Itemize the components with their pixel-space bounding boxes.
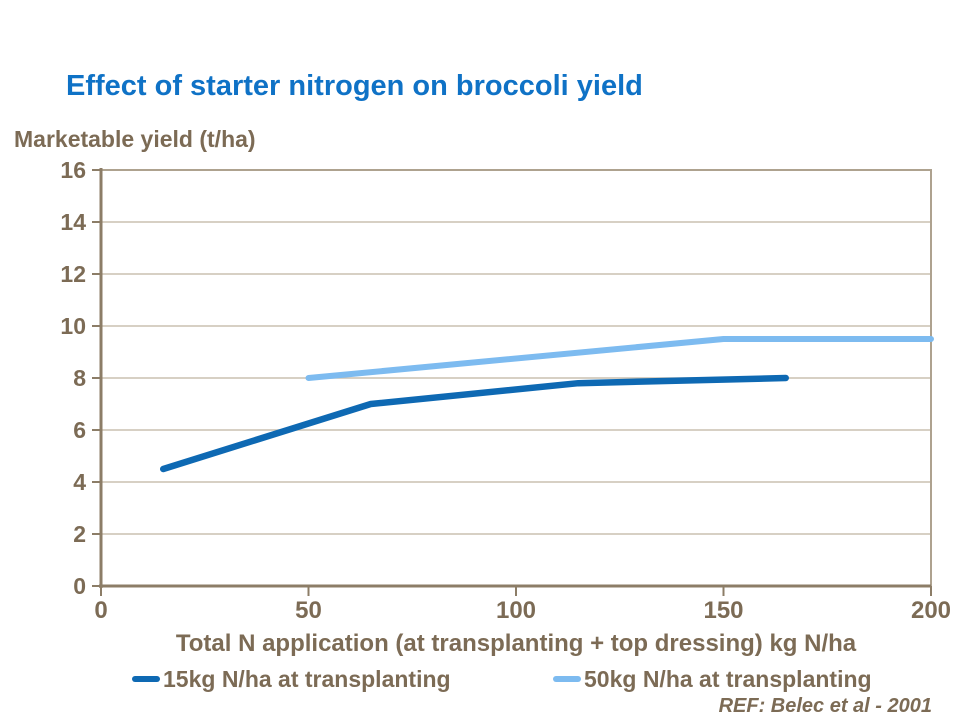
y-tick-label: 0 [73, 573, 86, 599]
chart-title: Effect of starter nitrogen on broccoli y… [66, 70, 643, 102]
y-tick-label: 6 [73, 417, 86, 443]
legend-swatch-icon [132, 675, 160, 682]
legend-swatch-icon [553, 675, 581, 682]
series-line-1 [160, 374, 789, 473]
y-axis-label: Marketable yield (t/ha) [14, 126, 256, 152]
x-tick-label: 200 [910, 597, 952, 624]
x-axis-title: Total N application (at transplanting + … [175, 630, 857, 657]
x-tick-label: 150 [703, 597, 744, 624]
legend-label: 50kg N/ha at transplanting [584, 666, 872, 692]
legend-item-1: 15kg N/ha at transplanting [132, 666, 451, 692]
legend-item-2: 50kg N/ha at transplanting [553, 666, 872, 692]
x-tick-label: 0 [94, 597, 108, 624]
legend-label: 15kg N/ha at transplanting [163, 666, 451, 692]
y-tick-label: 2 [73, 521, 86, 547]
y-tick-label: 12 [60, 261, 86, 287]
reference-note: REF: Belec et al - 2001 [718, 695, 932, 717]
y-tick-label: 8 [73, 365, 86, 391]
series-line-2 [305, 336, 934, 381]
y-tick-label: 4 [73, 469, 86, 495]
y-tick-label: 10 [60, 313, 86, 339]
y-tick-label: 16 [60, 157, 86, 183]
y-tick-label: 14 [60, 209, 86, 235]
x-tick-label: 100 [495, 597, 537, 624]
x-tick-label: 50 [295, 597, 322, 624]
